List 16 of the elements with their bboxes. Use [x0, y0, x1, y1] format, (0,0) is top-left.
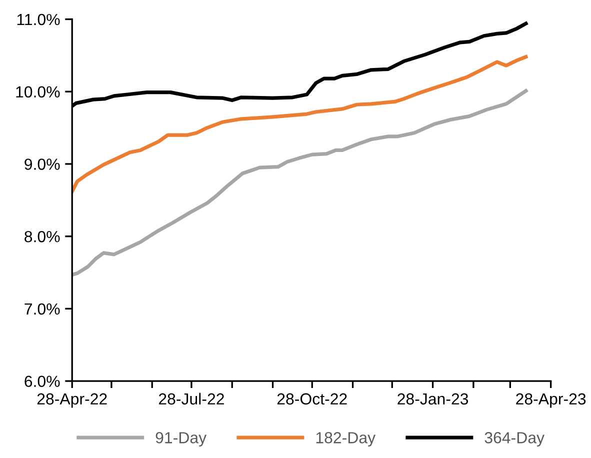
legend-label: 364-Day	[484, 432, 544, 446]
y-tick-label: 11.0%	[17, 14, 60, 26]
y-tick-label: 6.0%	[24, 376, 60, 387]
y-tick-label: 8.0%	[24, 230, 60, 242]
x-tick-label: 28-Jul-22	[158, 392, 224, 405]
line-series	[72, 89, 528, 276]
line-series	[72, 55, 528, 194]
x-tick-label: 28-Apr-23	[516, 393, 586, 408]
y-tick-label: 7.0%	[24, 303, 60, 315]
legend-label: 182-Day	[316, 432, 376, 446]
x-tick-label: 28-Jan-23	[398, 393, 468, 405]
legend-label: 91-Day	[156, 432, 207, 446]
x-tick-label: 28-Oct-22	[277, 393, 347, 405]
y-tick-label: 9.0%	[24, 158, 60, 170]
x-tick-label: 28-Apr-22	[37, 393, 107, 408]
y-tick-label: 10.0%	[16, 86, 60, 98]
